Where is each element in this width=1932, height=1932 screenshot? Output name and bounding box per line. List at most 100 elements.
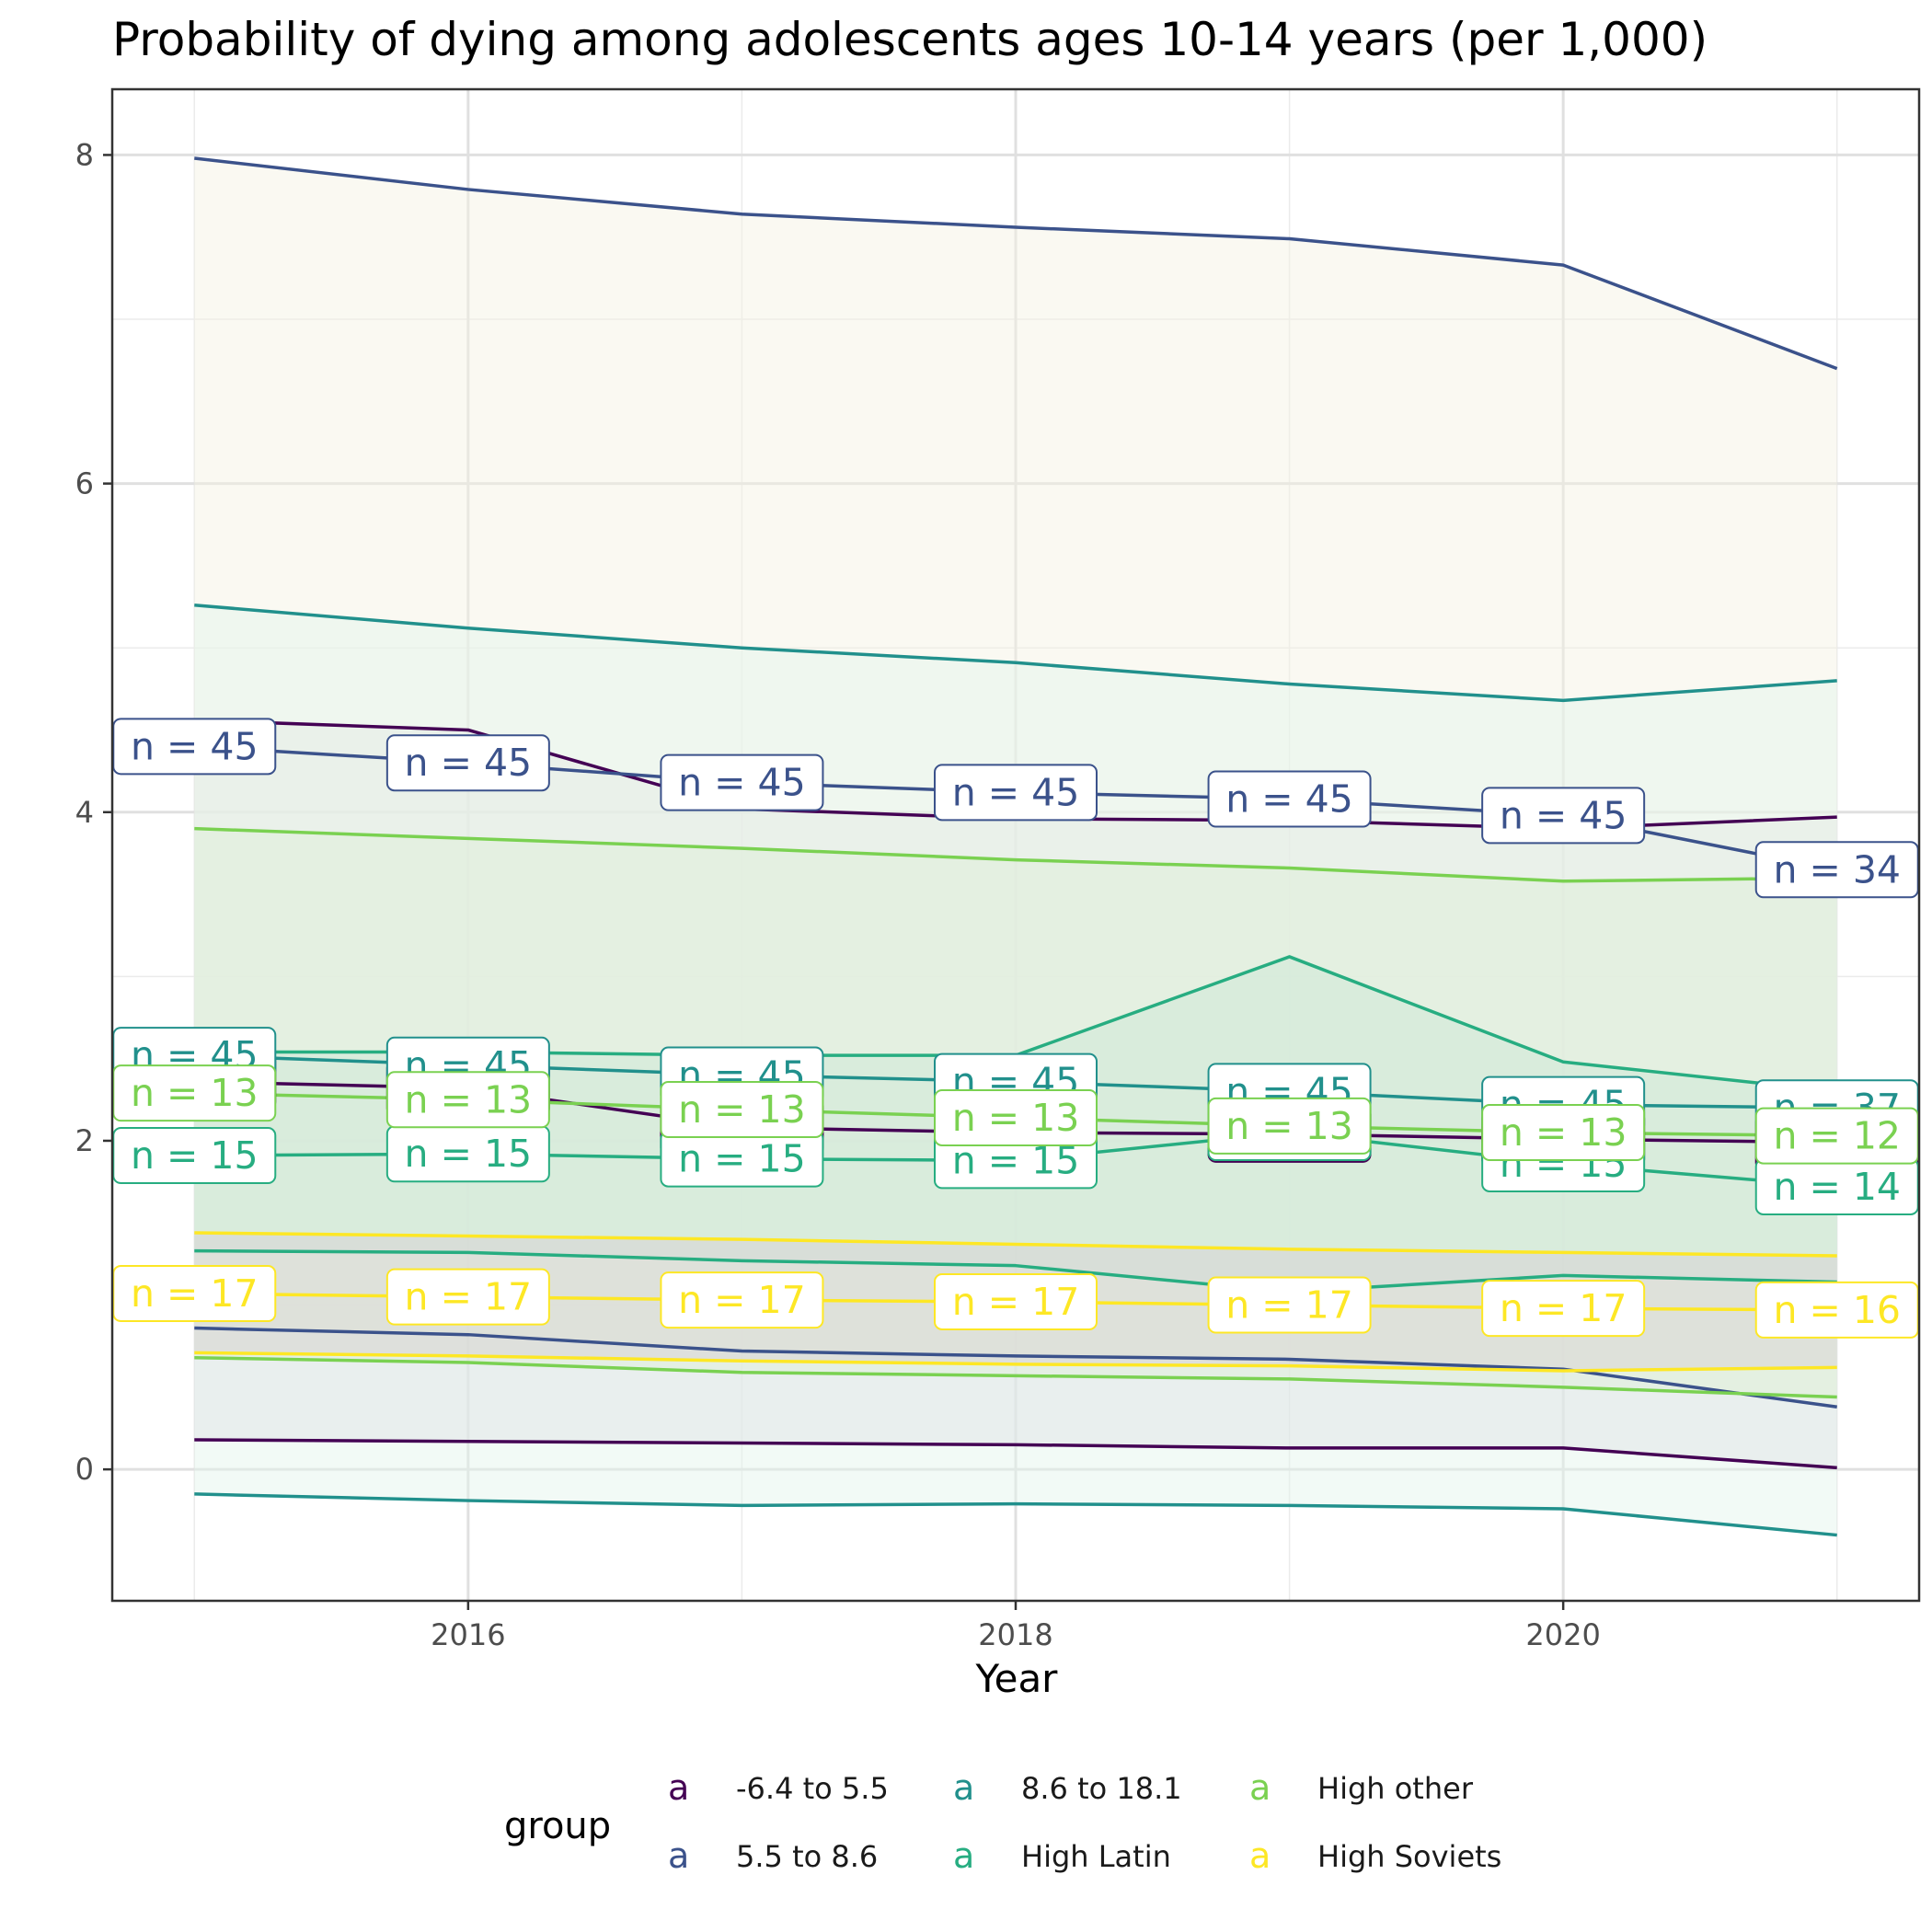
n-label: n = 15 [112,1127,277,1185]
ribbon-layer [194,158,1837,1535]
legend: group a -6.4 to 5.5 a 5.5 to 8.6 a 8.6 to 18.… [504,1766,1608,1904]
legend-key: a [953,1835,975,1876]
legend-key: a [953,1767,975,1808]
n-label-text: n = 17 [678,1278,806,1322]
n-label-box [660,1081,824,1139]
x-tick-label: 2018 [978,1617,1052,1652]
n-label-box [1207,1097,1372,1155]
n-label-box [112,1265,277,1323]
n-label-box [385,1071,550,1129]
n-label: n = 16 [1754,1281,1919,1339]
n-label-text: n = 45 [405,741,533,785]
upper-bound-line [194,826,1837,883]
n-label-box [1481,1104,1646,1162]
n-label: n = 13 [1481,1104,1646,1162]
legend-label: 8.6 to 18.1 [1021,1771,1182,1806]
n-label-text: n = 14 [1773,1165,1901,1209]
upper-bound-line [194,156,1838,371]
n-label-text: n = 15 [405,1132,533,1176]
n-label-text: n = 45 [952,770,1080,814]
n-label: n = 17 [1481,1280,1646,1338]
n-label-box [385,734,550,792]
n-label: n = 12 [1754,1107,1919,1165]
legend-label: High Latin [1021,1839,1171,1874]
n-label: n = 13 [385,1071,550,1129]
n-label-text: n = 13 [405,1077,533,1121]
n-label: n = 13 [112,1064,277,1122]
x-tick-label: 2020 [1525,1617,1600,1652]
n-label-box [385,1268,550,1326]
legend-key: a [1249,1767,1271,1808]
n-label-text: n = 45 [678,761,806,805]
x-axis-title: Year [975,1656,1058,1701]
legend-title: group [504,1805,612,1847]
n-label-box [1754,1281,1919,1339]
n-label: n = 34 [1754,841,1919,899]
y-tick-label: 0 [75,1452,94,1487]
n-label-box [112,1064,277,1122]
n-label-box [660,753,824,811]
n-label-text: n = 15 [678,1137,806,1181]
n-label-box [1207,770,1372,828]
n-label: n = 45 [112,718,277,776]
y-tick-label: 8 [75,137,94,172]
n-label: n = 15 [385,1125,550,1183]
n-label-text: n = 15 [131,1133,259,1178]
n-label: n = 45 [934,764,1098,822]
n-label: n = 45 [660,753,824,811]
legend-label: -6.4 to 5.5 [736,1771,889,1806]
axes-layer: 0 2 4 6 8 2016 2018 2020 [75,87,1921,1652]
legend-label: High other [1317,1771,1473,1806]
n-label-box [660,1271,824,1329]
lower-bound-line [194,1326,1837,1409]
lower-bound-line [194,1248,1837,1294]
n-label-text: n = 13 [678,1087,806,1132]
n-label: n = 17 [1207,1276,1372,1334]
n-label-box [1481,787,1646,845]
x-tick-label: 2016 [431,1617,505,1652]
n-label-text: n = 45 [1500,793,1627,837]
n-label: n = 17 [660,1271,824,1329]
n-label-text: n = 34 [1773,847,1901,891]
n-label-box [934,764,1098,822]
legend-label: 5.5 to 8.6 [736,1839,879,1874]
n-label-text: n = 13 [1225,1104,1353,1148]
lower-bound-line [194,1355,1837,1399]
n-label-box [1754,841,1919,899]
n-label-text: n = 17 [131,1271,259,1316]
n-label-text: n = 17 [1500,1286,1627,1330]
legend-label: High Soviets [1317,1839,1502,1874]
n-label: n = 17 [385,1268,550,1326]
n-label: n = 45 [1481,787,1646,845]
n-label: n = 17 [112,1265,277,1323]
n-label: n = 13 [934,1088,1098,1146]
n-label: n = 14 [1754,1157,1919,1215]
y-tick-label: 4 [75,795,94,830]
n-label-text: n = 45 [131,724,259,768]
n-label-box [934,1088,1098,1146]
lower-bound-line [194,1492,1837,1537]
upper-bound-line [194,1231,1837,1258]
n-label-box [934,1272,1098,1330]
legend-key: a [1249,1835,1271,1876]
n-label-box [112,1127,277,1185]
legend-key: a [668,1835,690,1876]
n-label-text: n = 17 [405,1275,533,1319]
upper-bound-line [194,604,1837,703]
n-label-box [112,718,277,776]
lower-bound-line [194,1438,1837,1470]
n-label-layer: n = 45 n = 45 n = 45 n = 45 n = 45 n = 45 n = … [112,718,1919,1339]
n-label-text: n = 45 [1225,776,1353,821]
legend-key: a [668,1767,690,1808]
n-label: n = 17 [934,1272,1098,1330]
n-label-text: n = 16 [1773,1288,1901,1332]
n-label-text: n = 13 [1500,1110,1627,1155]
n-label: n = 45 [1207,770,1372,828]
n-label-box [1481,1280,1646,1338]
n-label-box [1754,1107,1919,1165]
n-label-box [1207,1276,1372,1334]
n-label: n = 13 [660,1081,824,1139]
y-tick-label: 2 [75,1123,94,1158]
n-label: n = 13 [1207,1097,1372,1155]
